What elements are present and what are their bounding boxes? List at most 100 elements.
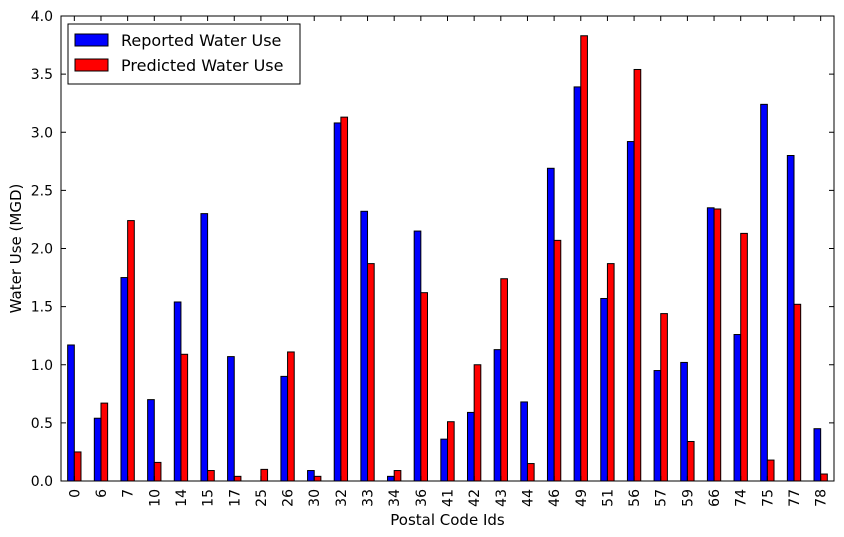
x-tick-label: 66 [707,489,723,507]
x-tick-label: 33 [361,489,377,507]
y-tick-label: 1.5 [31,300,53,316]
bar-predicted-6 [100,402,109,482]
bar-predicted-10 [153,461,162,482]
bar-predicted-74 [740,232,748,482]
x-tick-label: 59 [680,489,696,507]
x-tick-label: 77 [787,489,803,507]
bar-predicted-32 [340,116,349,482]
bar-predicted-25 [260,468,269,482]
x-tick-label: 49 [574,489,590,507]
x-tick-label: 0 [67,489,83,498]
y-tick-label: 3.5 [31,67,53,83]
bar-reported-10 [147,399,155,482]
legend-label-predicted: Predicted Water Use [121,56,283,75]
x-tick-label: 14 [174,489,190,507]
x-tick-label: 17 [227,489,243,507]
bar-reported-46 [546,167,555,482]
bar-predicted-30 [313,475,322,482]
bar-predicted-56 [633,68,642,482]
legend: Reported Water Use Predicted Water Use [67,23,301,85]
x-tick-label: 74 [734,489,750,507]
x-tick-label: 78 [814,489,830,507]
bar-predicted-44 [526,463,535,482]
bar-reported-43 [493,349,502,482]
x-axis-label: Postal Code Ids [390,511,505,529]
bar-predicted-78 [820,473,828,482]
bar-reported-57 [653,370,662,482]
bar-reported-30 [307,470,315,482]
bar-reported-75 [760,103,768,482]
bar-reported-77 [786,155,795,482]
legend-swatch-predicted [74,58,109,72]
bar-reported-36 [413,230,422,482]
axis-ticks: 0.0 0.5 1.0 1.5 2.0 2.5 3.0 3.5 4.0 0 6 7 10 14 15 17 25… [31,9,834,507]
bar-predicted-33 [367,263,375,482]
bar-reported-26 [280,375,289,482]
bar-predicted-49 [580,35,588,482]
x-tick-label: 25 [254,489,270,507]
bar-reported-17 [227,356,235,482]
x-tick-label: 10 [147,489,163,507]
bar-predicted-26 [287,351,295,482]
bar-predicted-66 [713,208,722,482]
y-tick-label: 3.0 [31,125,53,141]
bar-reported-15 [200,213,209,482]
x-tick-label: 46 [547,489,563,507]
bar-predicted-57 [660,313,668,482]
bar-reported-78 [813,428,822,482]
y-tick-label: 0.0 [31,474,53,490]
bar-predicted-17 [233,475,242,482]
x-tick-label: 36 [414,489,430,507]
x-tick-label: 42 [467,489,483,507]
y-tick-label: 2.5 [31,183,53,199]
bar-predicted-43 [500,278,508,482]
bar-reported-66 [706,207,715,482]
bar-predicted-46 [553,239,562,482]
x-tick-label: 30 [307,489,323,507]
bar-predicted-75 [766,459,775,482]
bar-predicted-14 [180,353,189,482]
bars-group [67,35,828,482]
x-tick-label: 43 [494,489,510,507]
bar-predicted-7 [127,220,135,482]
bar-predicted-51 [606,263,615,482]
bar-reported-6 [93,417,102,482]
bar-predicted-59 [686,440,695,482]
x-tick-label: 34 [387,489,403,507]
bar-reported-74 [733,334,742,482]
bar-reported-14 [173,301,182,482]
bar-predicted-15 [207,470,215,482]
y-tick-label: 2.0 [31,242,53,258]
x-tick-label: 56 [627,489,643,507]
x-tick-label: 15 [201,489,217,507]
x-tick-label: 7 [121,489,137,498]
x-tick-label: 44 [520,489,536,507]
y-tick-label: 0.5 [31,416,53,432]
bar-reported-41 [440,438,448,482]
bar-reported-0 [67,344,75,482]
x-tick-label: 51 [600,489,616,507]
bar-predicted-36 [420,292,428,482]
bar-reported-32 [333,122,342,482]
bar-reported-44 [520,401,528,482]
bar-reported-56 [626,141,635,482]
bar-predicted-34 [393,470,402,482]
y-axis-label: Water Use (MGD) [7,184,25,314]
bar-reported-7 [120,277,129,482]
x-tick-label: 41 [441,489,457,507]
y-tick-label: 1.0 [31,358,53,374]
x-tick-label: 26 [281,489,297,507]
bar-reported-42 [466,411,475,482]
x-tick-label: 75 [760,489,776,507]
bar-predicted-0 [73,451,82,482]
bar-predicted-77 [793,303,802,482]
x-tick-label: 57 [654,489,670,507]
bar-predicted-41 [447,421,455,482]
plot-frame [60,15,835,482]
legend-label-reported: Reported Water Use [121,31,281,50]
bar-reported-34 [387,475,395,482]
bar-reported-51 [600,297,608,482]
bar-reported-33 [360,210,369,482]
x-tick-label: 6 [94,489,110,498]
